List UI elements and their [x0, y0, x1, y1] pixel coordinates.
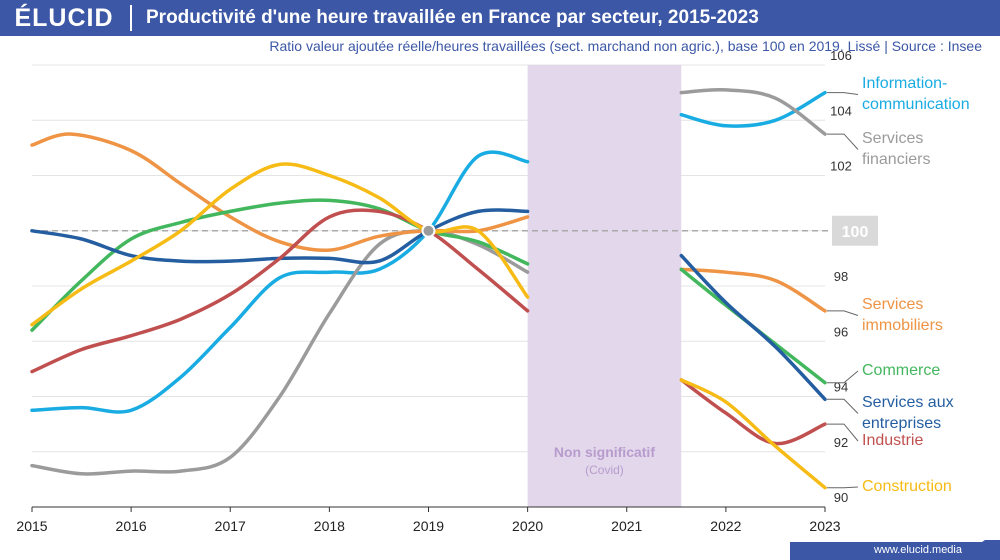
series-line-4-segment-1 [679, 253, 827, 402]
series-label-4-line-0: Services aux [862, 394, 954, 411]
label-leader-2 [827, 310, 859, 316]
series-label-4-line-1: entreprises [862, 415, 941, 432]
label-leader-5 [827, 423, 859, 442]
x-tick-2017: 2017 [215, 518, 246, 534]
chart-title: Productivité d'une heure travaillée en F… [146, 7, 759, 28]
series-label-5-line-0: Industrie [862, 432, 923, 449]
y-tick-94: 94 [834, 380, 848, 395]
chart-subtitle: Ratio valeur ajoutée réelle/heures trava… [269, 38, 982, 54]
x-tick-2022: 2022 [710, 518, 741, 534]
series-line-6-segment-0 [30, 162, 530, 327]
series-label-2-line-0: Services [862, 296, 923, 313]
axes: 90 92 94 96 98 102 104 106 100 2015 2016 2017 2018 20… [16, 48, 878, 534]
label-leader-3 [827, 370, 859, 384]
label-leader-1 [827, 133, 859, 150]
series-label-2-line-1: immobiliers [862, 317, 943, 334]
footer-url: www.elucid.media [873, 544, 962, 556]
footer-band [790, 542, 1000, 560]
y-tick-106: 106 [830, 48, 852, 63]
series-label-0-line-1: communication [862, 96, 970, 113]
x-tick-2021: 2021 [611, 518, 642, 534]
x-tick-2018: 2018 [314, 518, 345, 534]
series-label-3-line-0: Commerce [862, 362, 940, 379]
series-line-1-segment-0 [30, 229, 530, 476]
covid-band [527, 65, 682, 507]
y-tick-96: 96 [834, 324, 848, 339]
pivot-marker [421, 223, 436, 238]
x-tick-2015: 2015 [16, 518, 47, 534]
baseline-badge [832, 215, 878, 246]
baseline-label: 100 [842, 224, 869, 241]
covid-sublabel: (Covid) [585, 463, 624, 477]
series-label-1-line-0: Services [862, 130, 923, 147]
x-tick-2020: 2020 [512, 518, 543, 534]
covid-region: Non significatif (Covid) [527, 65, 682, 507]
elucid-logo: ÉLUCID [0, 0, 128, 36]
label-leader-4 [827, 398, 859, 414]
label-leader-0 [827, 92, 859, 95]
series-line-5-segment-1 [679, 378, 827, 446]
header-bar [0, 0, 1000, 36]
y-tick-90: 90 [834, 490, 848, 505]
series-line-0-segment-1 [679, 90, 827, 128]
label-leader-6 [827, 486, 859, 489]
y-tick-104: 104 [830, 103, 852, 118]
series-label-0-line-0: Information- [862, 75, 947, 92]
y-tick-92: 92 [834, 435, 848, 450]
x-tick-2019: 2019 [413, 518, 444, 534]
series-line-1-segment-1 [679, 87, 827, 136]
series-label-1-line-1: financiers [862, 151, 930, 168]
y-tick-98: 98 [834, 269, 848, 284]
series-label-6-line-0: Construction [862, 478, 952, 495]
grid-lines [32, 64, 825, 508]
logo-divider [130, 5, 132, 31]
x-tick-2016: 2016 [116, 518, 147, 534]
series-line-3-segment-0 [30, 198, 530, 332]
series-labels: Information-communication Services financi… [827, 75, 970, 495]
covid-label: Non significatif [554, 444, 655, 460]
series-line-0-segment-0 [30, 150, 530, 414]
series-line-5-segment-0 [30, 208, 530, 374]
series-line-6-segment-1 [679, 378, 827, 490]
series-lines [30, 87, 827, 490]
series-line-2-segment-1 [679, 267, 827, 313]
y-tick-102: 102 [830, 159, 852, 174]
x-tick-2023: 2023 [809, 518, 840, 534]
